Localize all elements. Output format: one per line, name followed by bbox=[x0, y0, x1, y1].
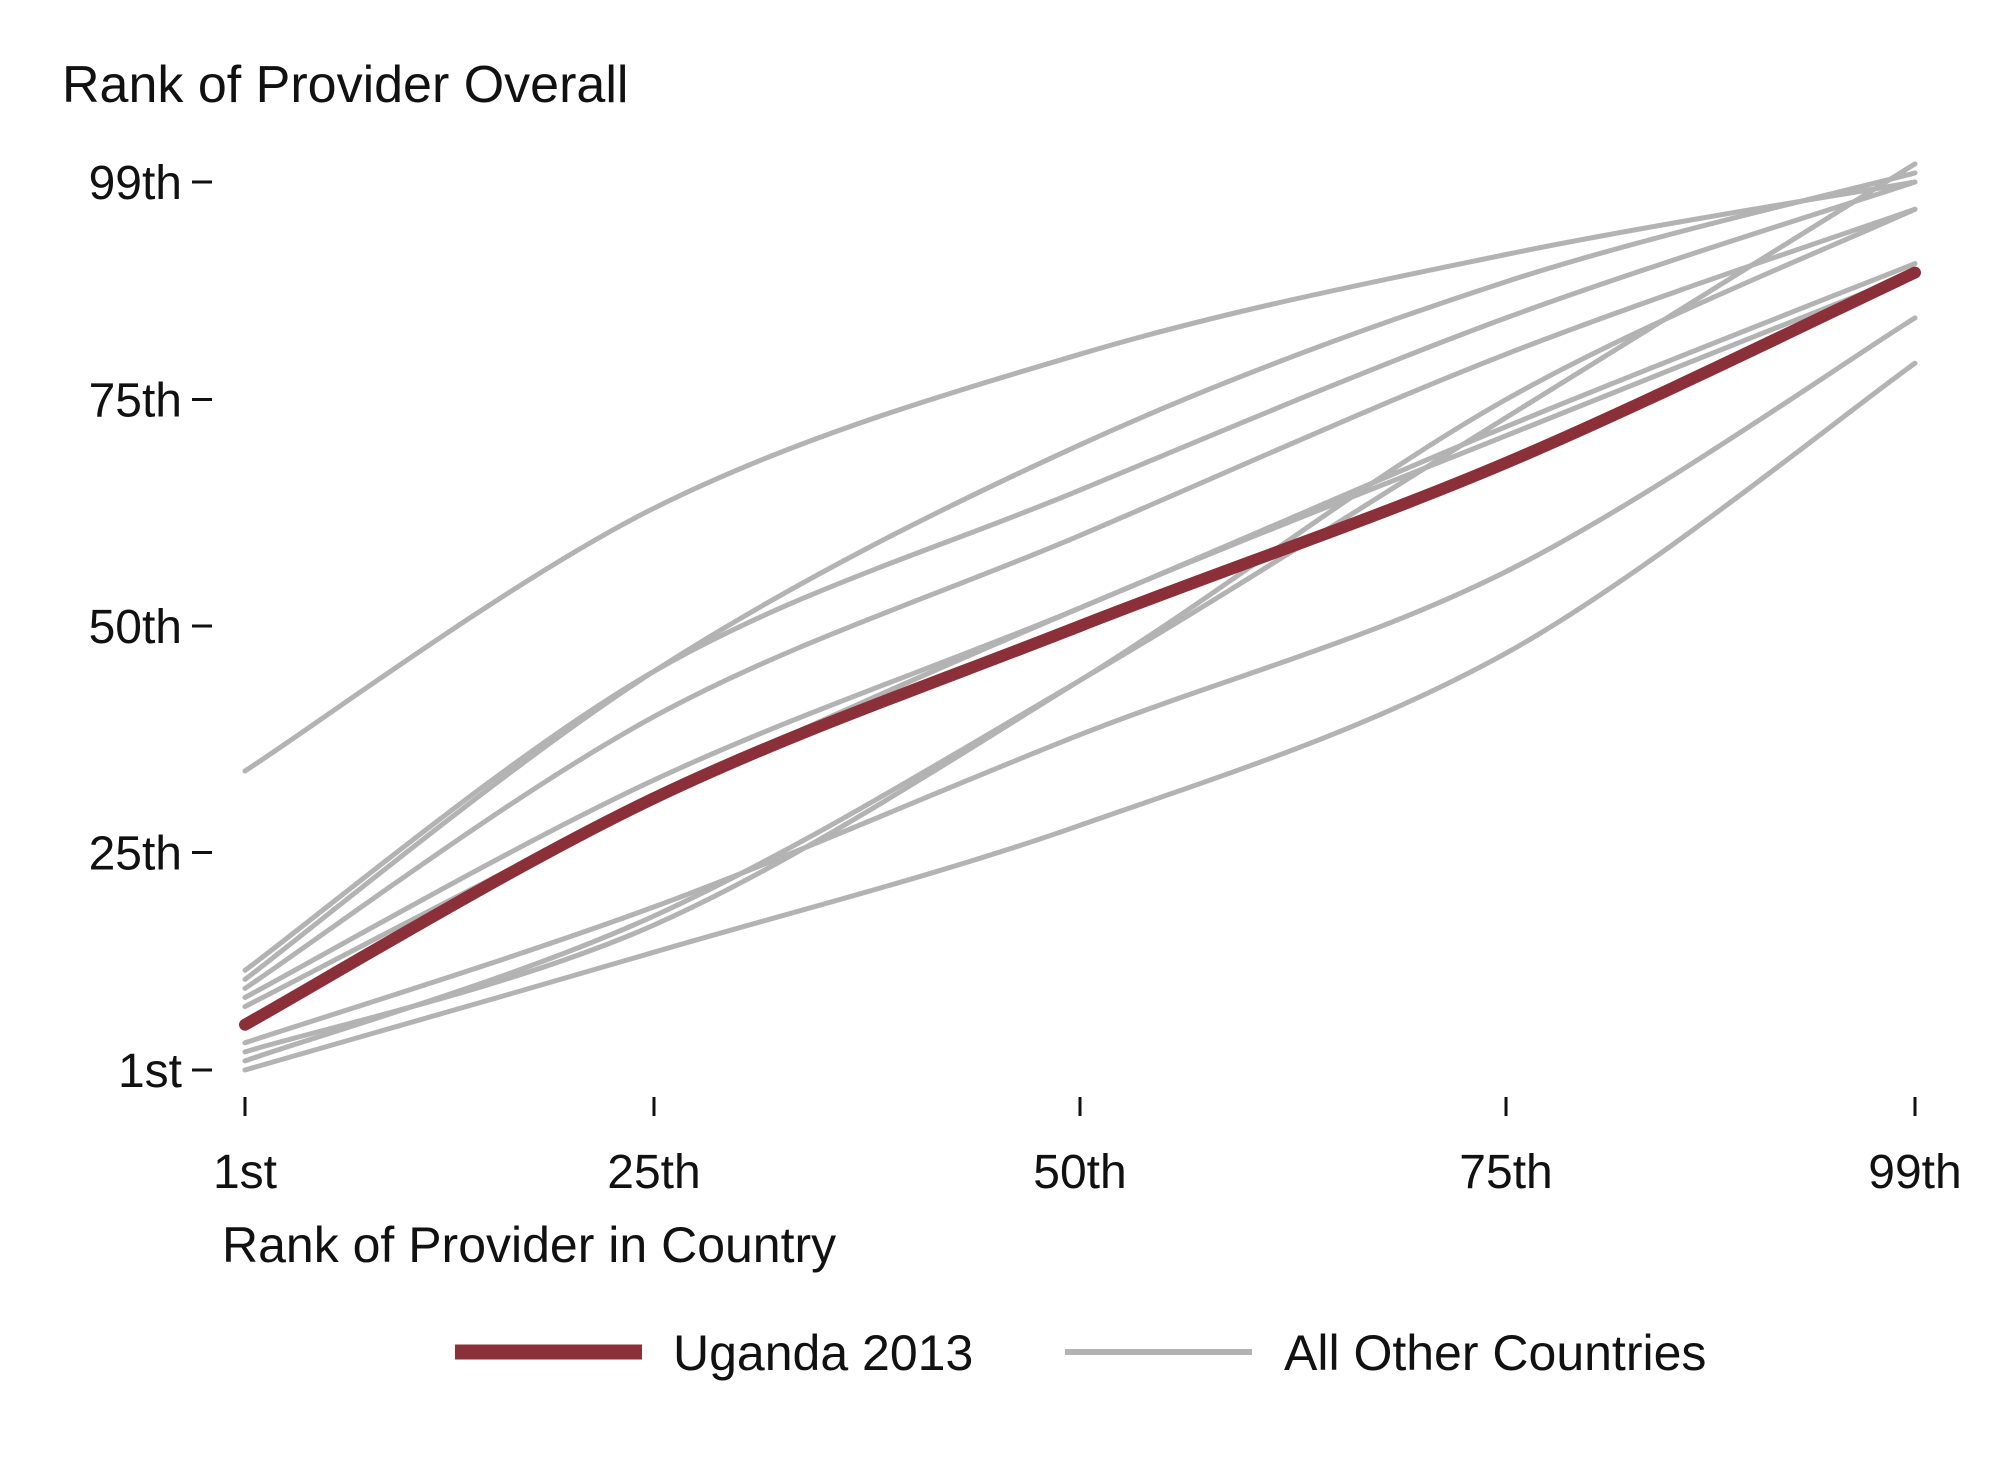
other-country-line-9 bbox=[242, 161, 1918, 1064]
other-country-line-2 bbox=[242, 179, 1918, 973]
other-country-line-3 bbox=[242, 170, 1918, 982]
legend-label-uganda: Uganda 2013 bbox=[673, 1325, 973, 1381]
highlight-line-group bbox=[239, 266, 1921, 1031]
other-country-line-1 bbox=[242, 179, 1918, 774]
x-tick-label: 99th bbox=[1868, 1146, 1961, 1199]
x-tick-label: 75th bbox=[1459, 1146, 1552, 1199]
other-country-lines bbox=[242, 161, 1918, 1073]
y-tick-label: 75th bbox=[89, 374, 182, 427]
x-tick-label: 25th bbox=[607, 1146, 700, 1199]
uganda-2013-line bbox=[239, 266, 1921, 1031]
other-country-line-4 bbox=[242, 206, 1918, 991]
x-axis: 1st 25th 50th 75th 99th bbox=[213, 1097, 1962, 1199]
y-tick-label: 25th bbox=[89, 828, 182, 881]
other-country-line-10 bbox=[242, 360, 1918, 1073]
y-axis-title: Rank of Provider Overall bbox=[62, 56, 628, 114]
y-tick-label: 1st bbox=[118, 1045, 182, 1098]
x-axis-title: Rank of Provider in Country bbox=[222, 1217, 836, 1273]
x-tick-label: 1st bbox=[213, 1146, 277, 1199]
y-tick-label: 99th bbox=[89, 157, 182, 210]
legend: Uganda 2013 All Other Countries bbox=[455, 1325, 1706, 1381]
x-tick-label: 50th bbox=[1033, 1146, 1126, 1199]
other-country-line-7 bbox=[242, 315, 1918, 1046]
other-country-line-6 bbox=[242, 270, 1918, 1010]
y-tick-label: 50th bbox=[89, 601, 182, 654]
legend-label-other: All Other Countries bbox=[1284, 1325, 1706, 1381]
y-axis: 1st 25th 50th 75th 99th bbox=[89, 157, 212, 1098]
